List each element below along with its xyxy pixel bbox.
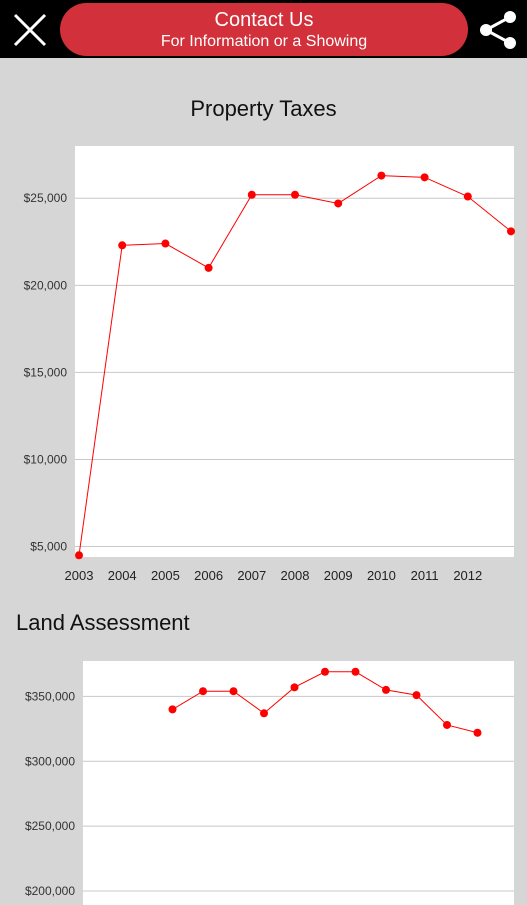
data-point — [161, 239, 170, 248]
data-point — [229, 687, 238, 696]
share-icon — [480, 11, 516, 49]
x-tick-label: 2003 — [65, 568, 94, 583]
data-point — [463, 192, 472, 201]
y-tick-label: $5,000 — [30, 540, 67, 554]
contact-subtitle: For Information or a Showing — [160, 33, 368, 50]
x-tick-label: 2006 — [194, 568, 223, 583]
y-tick-label: $250,000 — [25, 819, 75, 833]
y-tick-label: $350,000 — [25, 689, 75, 703]
data-point — [75, 551, 83, 560]
data-point — [420, 173, 429, 182]
data-point — [260, 709, 268, 718]
land-assessment-title: Land Assessment — [16, 610, 190, 635]
close-icon — [13, 13, 47, 47]
data-point — [118, 241, 127, 250]
data-point — [377, 171, 386, 180]
close-button[interactable] — [8, 8, 52, 52]
data-point — [168, 705, 177, 714]
data-point — [412, 691, 421, 700]
x-tick-label: 2005 — [151, 568, 180, 583]
y-tick-label: $200,000 — [25, 884, 75, 898]
data-point — [351, 667, 360, 676]
y-tick-label: $15,000 — [24, 365, 68, 379]
chart-plot-area — [83, 661, 514, 905]
x-tick-label: 2007 — [237, 568, 266, 583]
data-point — [443, 720, 451, 729]
x-tick-label: 2012 — [453, 568, 482, 583]
property-taxes-chart: $5,000 $10,000 $15,000 $20,000 $25,000 2003 2… — [24, 146, 515, 583]
data-point — [204, 263, 213, 272]
y-tick-label: $300,000 — [25, 754, 75, 768]
x-tick-label: 2011 — [411, 568, 439, 583]
data-point — [334, 199, 343, 208]
data-point — [291, 190, 299, 199]
data-point — [199, 687, 207, 696]
x-tick-label: 2004 — [108, 568, 137, 583]
data-point — [473, 728, 482, 737]
y-tick-label: $10,000 — [24, 452, 68, 466]
x-tick-label: 2008 — [281, 568, 310, 583]
data-point — [507, 227, 515, 236]
data-point — [290, 683, 299, 692]
data-point — [247, 190, 256, 199]
contact-us-button[interactable]: Contact Us For Information or a Showing — [60, 3, 468, 56]
data-point — [321, 667, 329, 676]
land-assessment-chart: $200,000 $250,000 $300,000 $350,000 — [25, 661, 514, 905]
top-bar: Contact Us For Information or a Showing — [0, 0, 527, 58]
property-taxes-title: Property Taxes — [190, 96, 337, 121]
y-tick-label: $25,000 — [24, 191, 68, 205]
contact-title: Contact Us — [214, 9, 314, 31]
data-point — [382, 685, 390, 694]
y-tick-label: $20,000 — [24, 278, 68, 292]
chart-plot-area — [75, 146, 514, 557]
x-tick-label: 2010 — [367, 568, 396, 583]
share-button[interactable] — [474, 8, 522, 52]
x-tick-label: 2009 — [324, 568, 353, 583]
